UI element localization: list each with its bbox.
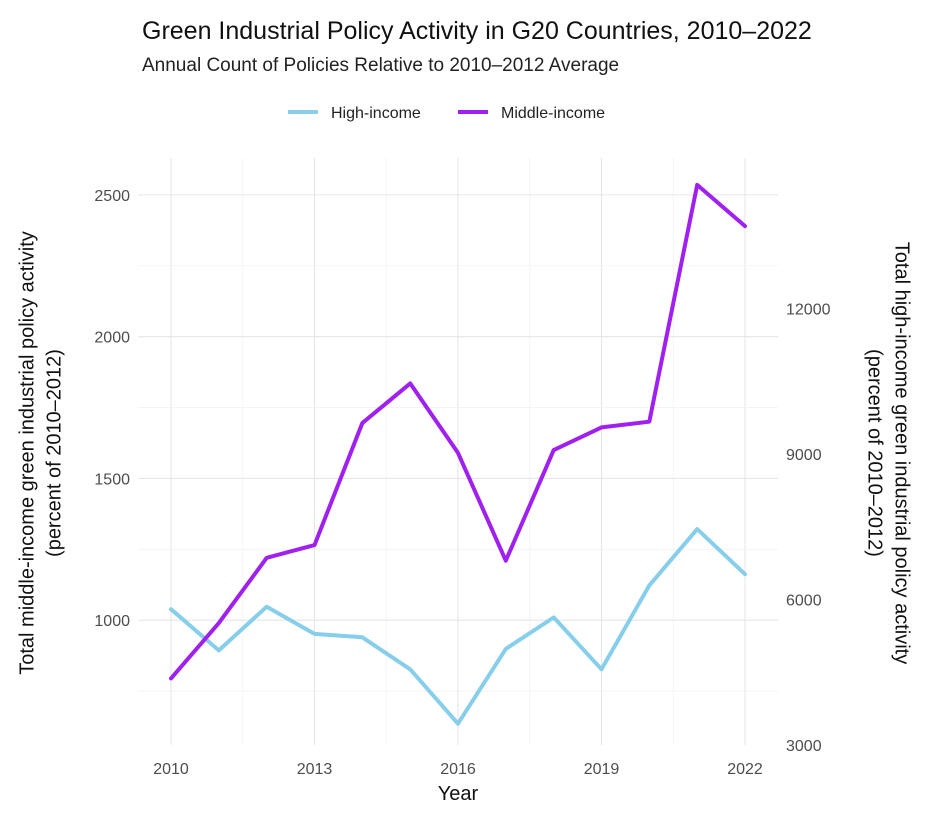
- x-tick-label: 2022: [727, 761, 763, 778]
- x-axis-title: Year: [438, 783, 479, 805]
- axis-title-line: Total middle-income green industrial pol…: [17, 231, 39, 675]
- x-tick-label: 2010: [153, 761, 189, 778]
- gridlines: [138, 158, 778, 745]
- y-left-axis-ticks: 1000 1500 2000 2500: [94, 188, 130, 630]
- y-right-axis-ticks: 3000 6000 9000 12000: [786, 301, 831, 755]
- y-left-tick-label: 1500: [94, 471, 130, 488]
- axis-title-line: Total high-income green industrial polic…: [891, 242, 913, 664]
- legend: High-income Middle-income: [288, 105, 605, 122]
- x-tick-label: 2019: [584, 761, 620, 778]
- y-left-axis-title: Total middle-income green industrial pol…: [17, 231, 66, 675]
- y-right-axis-title: Total high-income green industrial polic…: [864, 242, 913, 664]
- y-left-tick-label: 2500: [94, 188, 130, 205]
- y-right-tick-label: 12000: [786, 301, 831, 318]
- x-tick-label: 2013: [297, 761, 333, 778]
- series-line-high-income: [169, 527, 747, 726]
- series-lines: [169, 182, 747, 726]
- legend-label-high-income: High-income: [331, 105, 421, 122]
- x-axis-ticks: 2010 2013 2016 2019 2022: [153, 761, 763, 778]
- legend-label-middle-income: Middle-income: [501, 105, 605, 122]
- axis-title-line: (percent of 2010–2012): [44, 349, 66, 557]
- y-left-tick-label: 2000: [94, 330, 130, 347]
- series-line-middle-income: [169, 182, 747, 681]
- y-left-tick-label: 1000: [94, 613, 130, 630]
- chart-title: Green Industrial Policy Activity in G20 …: [142, 17, 812, 45]
- axis-title-line: (percent of 2010–2012): [864, 349, 886, 557]
- y-right-tick-label: 6000: [786, 592, 822, 609]
- chart-subtitle: Annual Count of Policies Relative to 201…: [142, 55, 619, 76]
- x-tick-label: 2016: [440, 761, 476, 778]
- y-right-tick-label: 3000: [786, 738, 822, 755]
- y-right-tick-label: 9000: [786, 447, 822, 464]
